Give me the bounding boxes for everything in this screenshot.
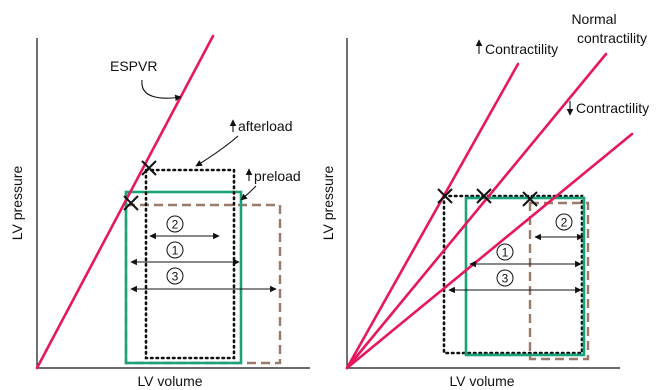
left-afterload-pointer bbox=[195, 135, 239, 167]
left-preload-label: preload bbox=[254, 168, 301, 184]
left-baseline-loop-green bbox=[124, 190, 243, 365]
right-end-systolic-mark-increased bbox=[437, 188, 453, 204]
left-afterload-label: afterload bbox=[238, 118, 292, 134]
right-decreased-contractility-loop-dashed bbox=[528, 201, 590, 361]
right-espvr-increased-line bbox=[345, 62, 520, 370]
left-end-systolic-mark-afterload bbox=[141, 160, 157, 176]
left-circle-1: 1 bbox=[166, 241, 184, 259]
right-normal-label-line2: contractility bbox=[577, 30, 647, 46]
right-decreased-contractility-label: Contractility bbox=[576, 100, 649, 116]
left-circle-1-number: 1 bbox=[172, 244, 179, 258]
left-espvr-line bbox=[35, 34, 215, 370]
right-circle-3-number: 3 bbox=[502, 272, 509, 286]
right-normal-contractility-loop-green bbox=[464, 196, 586, 357]
left-preload-pointer bbox=[240, 185, 257, 201]
left-circle-2-number: 2 bbox=[172, 218, 179, 232]
left-espvr-pointer bbox=[141, 79, 182, 102]
right-panel: 2 1 3 Contractility Normal contractility… bbox=[320, 11, 649, 389]
right-y-axis-label: LV pressure bbox=[320, 166, 336, 241]
right-circle-3: 3 bbox=[496, 269, 514, 287]
right-circle-2-number: 2 bbox=[561, 216, 568, 230]
left-preload-loop-dashed bbox=[124, 203, 282, 365]
left-y-axis-label: LV pressure bbox=[9, 166, 25, 241]
right-espvr-decreased-line bbox=[345, 132, 634, 370]
right-espvr-normal-line bbox=[345, 52, 608, 370]
left-panel: 2 1 3 ESPVR afterload preload LV volume … bbox=[9, 34, 310, 389]
right-end-systolic-mark-decreased bbox=[522, 191, 538, 207]
left-end-systolic-mark-baseline bbox=[123, 195, 139, 211]
right-circle-1: 1 bbox=[496, 243, 514, 261]
right-increased-contractility-label: Contractility bbox=[485, 41, 558, 57]
right-x-axis-label: LV volume bbox=[449, 373, 514, 389]
left-afterload-loop-dotted bbox=[144, 168, 236, 360]
right-normal-label-line1: Normal bbox=[571, 11, 616, 27]
right-circle-1-number: 1 bbox=[502, 246, 509, 260]
left-circle-3-number: 3 bbox=[172, 270, 179, 284]
left-circle-3: 3 bbox=[166, 267, 184, 285]
right-increased-contractility-loop-dotted bbox=[442, 194, 584, 355]
left-circle-2: 2 bbox=[166, 215, 184, 233]
right-circle-2: 2 bbox=[555, 213, 573, 231]
left-x-axis-label: LV volume bbox=[137, 373, 202, 389]
right-end-systolic-mark-normal bbox=[476, 188, 492, 204]
left-espvr-label: ESPVR bbox=[110, 58, 157, 74]
